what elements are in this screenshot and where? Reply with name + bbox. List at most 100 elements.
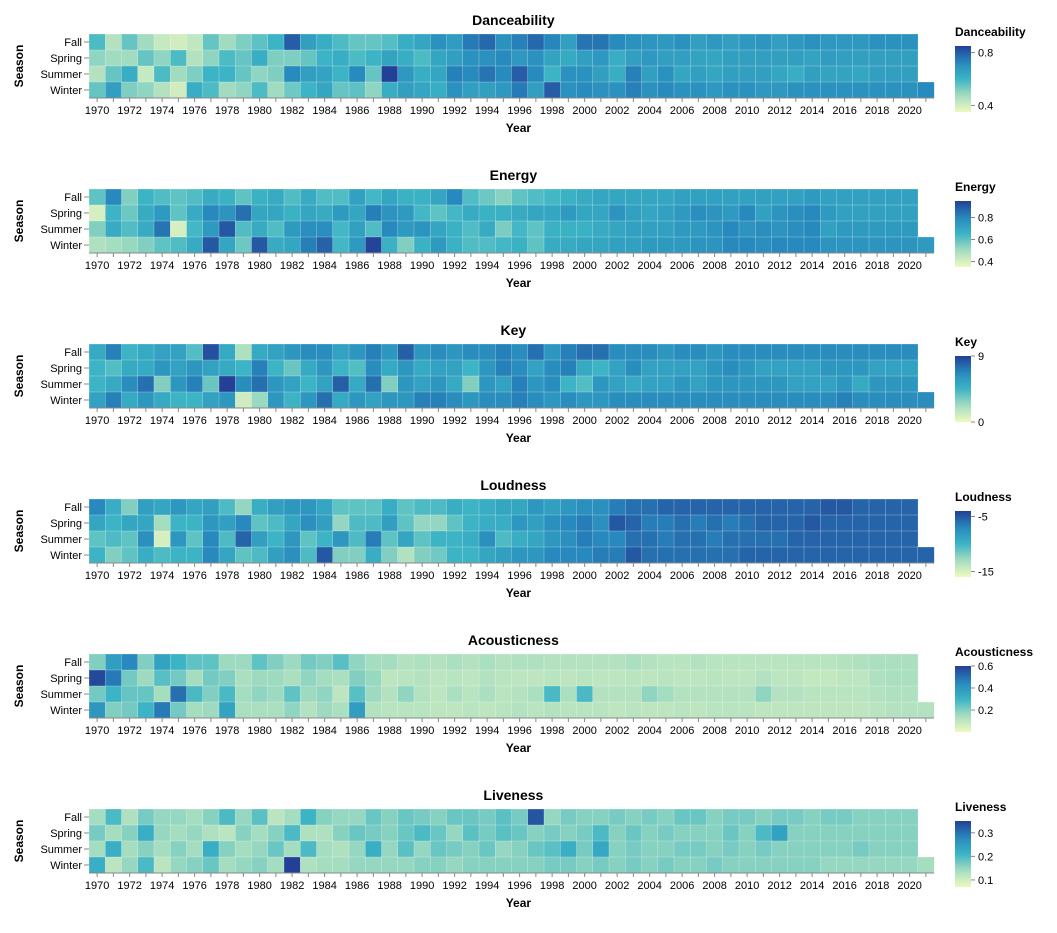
heatmap-cell — [755, 824, 772, 842]
heatmap-cell — [137, 220, 155, 238]
heatmap-cell — [462, 840, 480, 858]
heatmap-cell — [495, 840, 512, 858]
legend-tick-label: 0 — [978, 417, 984, 429]
heatmap-cell — [137, 824, 155, 842]
x-tick-label: 2012 — [767, 725, 791, 737]
heatmap-cell — [153, 220, 171, 238]
heatmap-cell — [771, 498, 789, 516]
heatmap-cell — [511, 220, 529, 238]
heatmap-cell — [901, 236, 919, 254]
heatmap-cell — [836, 359, 854, 377]
heatmap-cell — [641, 669, 659, 687]
heatmap-cell — [608, 204, 626, 222]
heatmap-cell — [771, 220, 789, 238]
heatmap-cell — [803, 81, 821, 99]
heatmap-cell — [462, 65, 480, 83]
heatmap-cell — [348, 359, 366, 377]
heatmap-cell — [527, 188, 545, 206]
heatmap-cell — [202, 530, 220, 548]
heatmap-cell — [885, 856, 902, 874]
heatmap-cell — [673, 685, 691, 703]
heatmap-cell — [478, 856, 496, 874]
x-tick-label: 1994 — [475, 880, 499, 892]
heatmap-cell — [820, 840, 837, 858]
heatmap-cell — [235, 653, 252, 671]
heatmap-cell — [381, 530, 399, 548]
heatmap-cell — [413, 685, 431, 703]
heatmap-cell — [511, 188, 529, 206]
heatmap-cell — [543, 530, 561, 548]
heatmap-cell — [235, 188, 252, 206]
heatmap-cell — [316, 391, 334, 409]
heatmap-cell — [446, 204, 464, 222]
x-tick-label: 2004 — [637, 415, 661, 427]
y-tick-label: Winter — [50, 705, 82, 717]
heatmap-cell — [186, 498, 204, 516]
x-tick-label: 1974 — [150, 415, 174, 427]
heatmap-cell — [202, 840, 220, 858]
heatmap-cell — [413, 375, 431, 393]
heatmap-cell — [868, 359, 886, 377]
heatmap-cell — [365, 220, 382, 238]
heatmap-cell — [381, 546, 399, 564]
heatmap-cell — [625, 359, 642, 377]
heatmap-cell — [527, 824, 545, 842]
heatmap-cell — [170, 236, 187, 254]
heatmap-cell — [706, 49, 724, 67]
heatmap-cell — [690, 669, 707, 687]
heatmap-cell — [820, 188, 837, 206]
y-tick-label: Spring — [50, 53, 82, 65]
heatmap-cell — [901, 359, 919, 377]
heatmap-cell — [121, 824, 139, 842]
heatmap-cell — [251, 824, 269, 842]
heatmap-cell — [787, 343, 805, 361]
heatmap-cell — [771, 808, 789, 826]
heatmap-cell — [186, 856, 204, 874]
heatmap-cell — [755, 65, 772, 83]
heatmap-cell — [543, 188, 561, 206]
heatmap-cell — [673, 236, 691, 254]
heatmap-cell — [88, 81, 106, 99]
heatmap-cell — [381, 343, 399, 361]
heatmap-cell — [88, 685, 106, 703]
x-tick-label: 2014 — [800, 725, 824, 737]
x-tick-label: 1998 — [540, 105, 564, 117]
heatmap-cell — [267, 204, 285, 222]
heatmap-cell — [820, 530, 837, 548]
heatmap-cell — [153, 840, 171, 858]
heatmap-cell — [543, 375, 561, 393]
heatmap-cell — [348, 49, 366, 67]
heatmap-cell — [592, 49, 610, 67]
heatmap-cell — [300, 530, 317, 548]
heatmap-cell — [430, 49, 447, 67]
heatmap-cell — [495, 391, 512, 409]
heatmap-cell — [283, 188, 301, 206]
heatmap-cell — [511, 81, 529, 99]
heatmap-cell — [283, 546, 301, 564]
heatmap-cell — [202, 808, 220, 826]
heatmap-cell — [105, 359, 122, 377]
heatmap-cell — [348, 204, 366, 222]
heatmap-cell — [430, 236, 447, 254]
heatmap-cell — [625, 514, 642, 532]
heatmap-cell — [283, 669, 301, 687]
heatmap-cell — [771, 343, 789, 361]
heatmap-cell — [495, 359, 512, 377]
heatmap-cell — [625, 808, 642, 826]
legend-tick-label: 0.6 — [978, 661, 993, 673]
heatmap-cell — [576, 530, 594, 548]
heatmap-cell — [852, 391, 870, 409]
heatmap-cell — [316, 498, 334, 516]
heatmap-cell — [673, 375, 691, 393]
heatmap-cell — [755, 514, 772, 532]
panel-loudness: Loudness Fall Spring Summer Winter Season 1970… — [12, 477, 1012, 600]
heatmap-cell — [137, 546, 155, 564]
heatmap-cell — [673, 498, 691, 516]
heatmap-cell — [446, 236, 464, 254]
heatmap-cell — [625, 840, 642, 858]
heatmap-cell — [137, 49, 155, 67]
heatmap-cell — [267, 188, 285, 206]
heatmap-cell — [852, 188, 870, 206]
heatmap-cell — [641, 33, 659, 51]
heatmap-cell — [316, 220, 334, 238]
